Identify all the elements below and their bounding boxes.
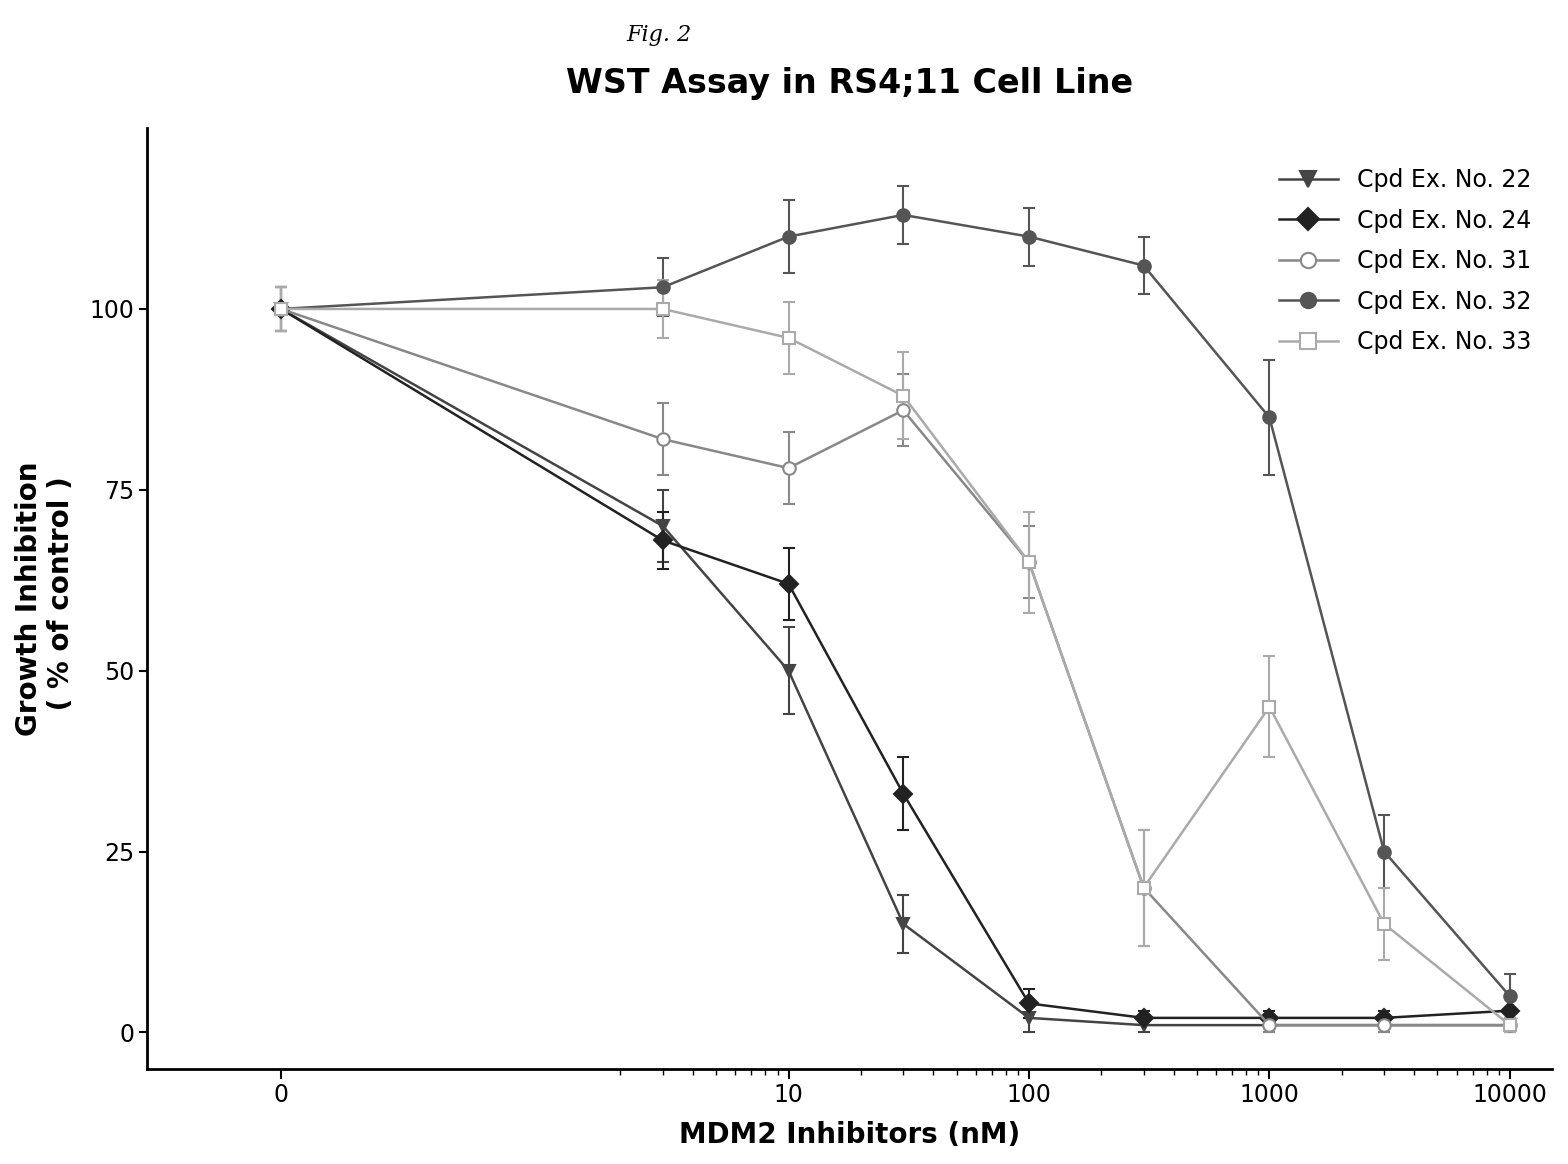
- Text: Fig. 2: Fig. 2: [626, 23, 691, 45]
- X-axis label: MDM2 Inhibitors (nM): MDM2 Inhibitors (nM): [679, 1121, 1021, 1149]
- Title: WST Assay in RS4;11 Cell Line: WST Assay in RS4;11 Cell Line: [566, 68, 1134, 100]
- Legend: Cpd Ex. No. 22, Cpd Ex. No. 24, Cpd Ex. No. 31, Cpd Ex. No. 32, Cpd Ex. No. 33: Cpd Ex. No. 22, Cpd Ex. No. 24, Cpd Ex. …: [1269, 158, 1540, 363]
- Y-axis label: Growth Inhibition
 ( % of control ): Growth Inhibition ( % of control ): [16, 461, 75, 736]
